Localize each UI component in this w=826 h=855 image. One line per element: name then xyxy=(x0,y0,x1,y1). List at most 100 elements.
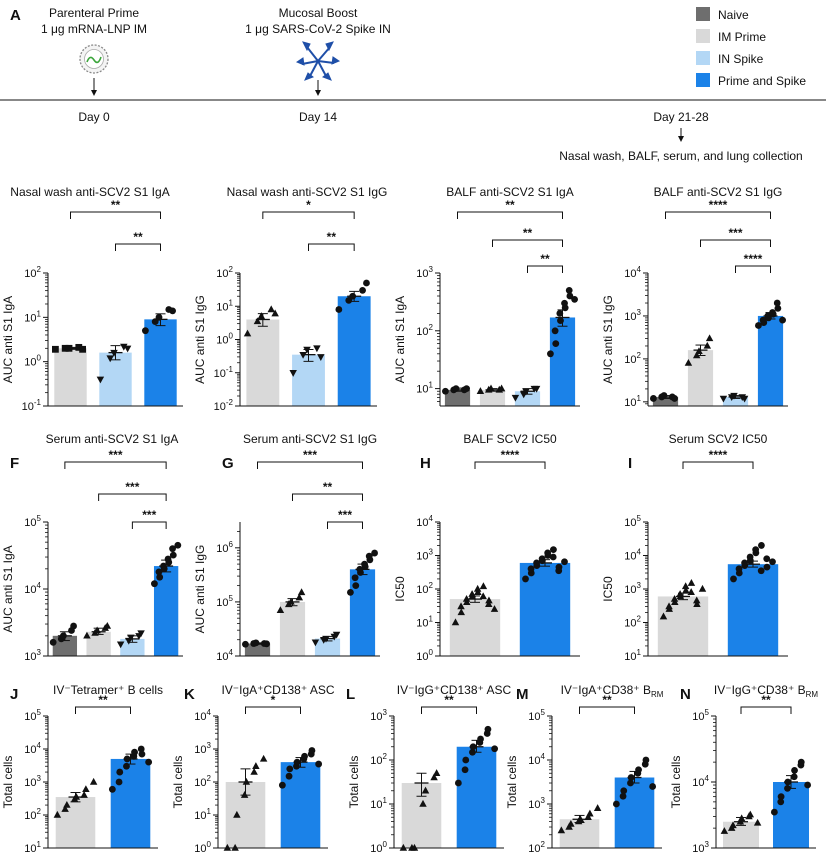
data-point xyxy=(457,602,465,610)
data-point xyxy=(359,286,366,294)
data-point xyxy=(468,590,476,597)
significance-label: *** xyxy=(142,508,156,522)
y-tick-exponent: 5 xyxy=(637,514,642,523)
chart-title: Serum anti-SCV2 S1 IgG xyxy=(243,432,377,446)
legend-swatch-naive xyxy=(696,7,710,21)
data-point xyxy=(250,767,258,775)
data-point xyxy=(571,295,578,303)
data-point xyxy=(544,549,552,557)
bar-prime-and-spike xyxy=(349,569,376,656)
bar-prime-and-spike xyxy=(337,296,371,406)
data-point xyxy=(289,370,297,377)
data-point xyxy=(271,309,279,317)
data-point xyxy=(365,552,373,560)
data-point xyxy=(462,756,470,764)
y-tick-exponent: 4 xyxy=(637,265,642,274)
y-tick-label: 103 xyxy=(416,265,433,280)
data-point xyxy=(347,588,354,596)
y-tick-label: 100 xyxy=(194,840,211,855)
collection-arrowhead xyxy=(678,136,684,142)
data-point xyxy=(484,600,493,607)
data-point xyxy=(703,341,712,349)
lnp-particle-icon xyxy=(79,44,109,74)
significance-bracket xyxy=(682,461,754,469)
bar-in-spike xyxy=(292,354,325,406)
chart-panel-5: F Serum anti-SCV2 S1 IgA 103 104 105 AUC anti… xyxy=(1,432,183,663)
y-tick-exponent: 2 xyxy=(37,807,42,816)
day-0-label: Day 0 xyxy=(78,110,110,124)
data-point xyxy=(252,639,260,647)
bar-naive xyxy=(444,389,471,406)
data-point xyxy=(687,579,696,586)
data-point xyxy=(532,385,541,393)
y-tick-exponent: 3 xyxy=(429,548,434,557)
data-point xyxy=(790,773,798,781)
y-tick-exponent: 5 xyxy=(37,514,42,523)
chart-title: IV⁻IgG⁺CD138⁺ ASC xyxy=(397,683,512,697)
data-point xyxy=(612,800,620,808)
significance-label: **** xyxy=(709,448,728,462)
bar-im-prime xyxy=(54,348,87,406)
data-point xyxy=(276,606,285,614)
y-tick-label: 102 xyxy=(416,581,433,596)
legend-label-im-prime: IM Prime xyxy=(718,30,766,44)
y-tick-label: 102 xyxy=(528,840,545,855)
y-tick-label: 103 xyxy=(692,840,709,855)
y-tick-label: 104 xyxy=(692,774,709,789)
y-tick-exponent: 4 xyxy=(541,752,546,761)
legend-swatch-im-prime xyxy=(696,29,710,43)
data-point xyxy=(627,774,635,781)
y-tick-exponent: 2 xyxy=(637,351,642,360)
data-point xyxy=(145,758,153,766)
data-point xyxy=(352,582,360,590)
significance-bracket xyxy=(64,461,167,469)
data-point xyxy=(59,632,67,640)
legend: Naive IM Prime IN Spike Prime and Spike xyxy=(696,7,806,88)
significance-bracket xyxy=(262,211,355,219)
data-point xyxy=(522,575,529,583)
data-point xyxy=(737,814,746,822)
data-point xyxy=(231,843,239,851)
significance-label: **** xyxy=(744,252,763,266)
data-point xyxy=(317,354,325,361)
y-tick-label: 100 xyxy=(216,332,233,347)
y-tick-exponent: 3 xyxy=(541,796,546,805)
bar-prime-and-spike xyxy=(144,319,177,406)
data-point xyxy=(164,555,172,563)
bar-prime-and-spike xyxy=(757,315,784,406)
significance-bracket xyxy=(327,521,363,529)
chart-panels: Nasal wash anti-SCV2 S1 IgA10-1100101102… xyxy=(1,185,818,855)
y-tick-label: 102 xyxy=(24,265,41,280)
panel-label: I xyxy=(628,455,632,472)
data-point xyxy=(108,785,116,793)
bar-im-prime xyxy=(723,821,759,848)
significance-label: ** xyxy=(444,693,454,707)
y-tick-label: 105 xyxy=(692,708,709,723)
data-point xyxy=(740,395,749,403)
data-point xyxy=(687,588,695,595)
panel-label: H xyxy=(420,455,431,472)
y-axis-label: Total cells xyxy=(505,756,519,809)
legend-label-naive: Naive xyxy=(718,8,749,22)
data-point xyxy=(476,387,485,394)
data-point xyxy=(155,313,163,321)
data-point xyxy=(547,350,554,358)
data-point xyxy=(141,327,149,335)
significance-label: ** xyxy=(327,230,337,244)
data-point xyxy=(746,553,754,561)
data-point xyxy=(735,565,743,573)
collection-label: Nasal wash, BALF, serum, and lung collec… xyxy=(559,149,802,163)
data-point xyxy=(169,307,177,315)
data-point xyxy=(769,309,776,316)
prime-arrowhead xyxy=(91,90,97,96)
bar-in-spike xyxy=(722,396,749,406)
significance-bracket xyxy=(700,239,771,247)
y-axis-label: AUC anti S1 IgA xyxy=(1,296,15,383)
y-tick-label: 10-1 xyxy=(214,365,234,380)
y-tick-label: 102 xyxy=(624,615,641,630)
data-point xyxy=(452,385,460,393)
y-tick-exponent: 5 xyxy=(541,708,546,717)
y-tick-exponent: 2 xyxy=(541,840,546,849)
data-point xyxy=(110,349,118,357)
y-tick-exponent: 2 xyxy=(37,265,42,274)
